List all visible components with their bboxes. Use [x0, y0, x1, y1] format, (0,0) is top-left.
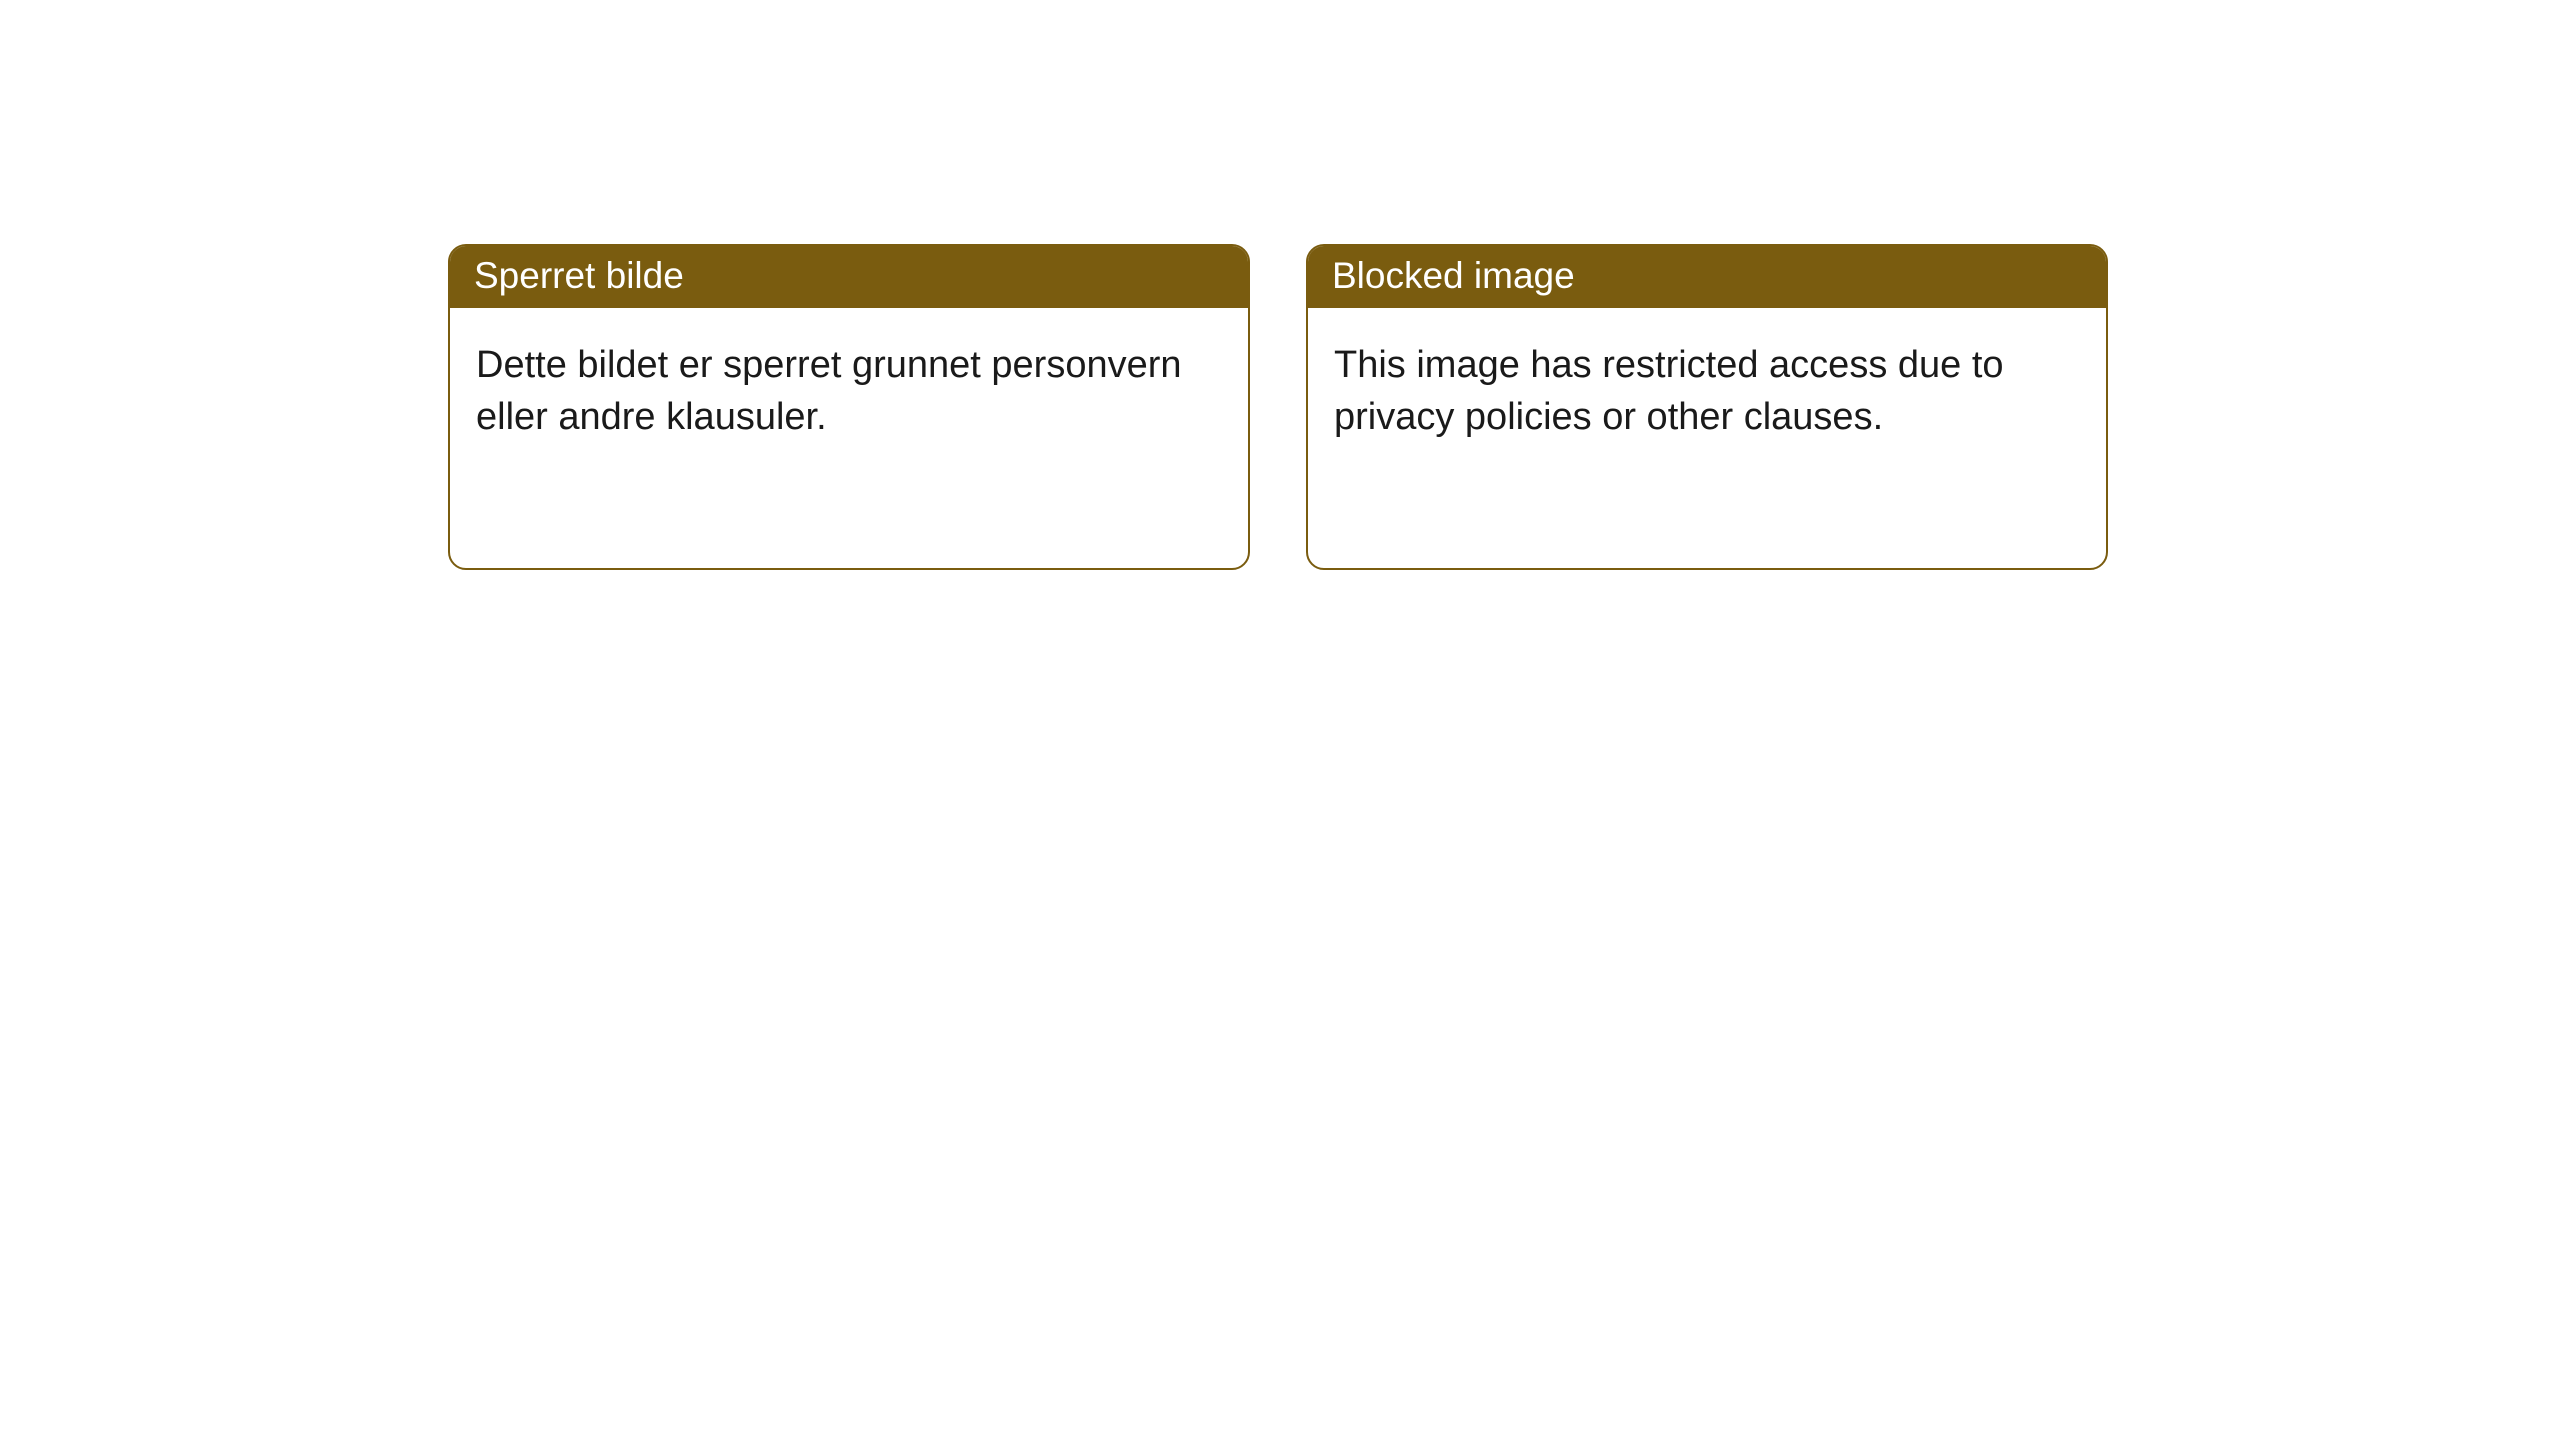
notice-box-english: Blocked image This image has restricted … — [1306, 244, 2108, 570]
notice-body-norwegian: Dette bildet er sperret grunnet personve… — [450, 308, 1248, 568]
notice-box-norwegian: Sperret bilde Dette bildet er sperret gr… — [448, 244, 1250, 570]
notice-body-english: This image has restricted access due to … — [1308, 308, 2106, 568]
notice-title-norwegian: Sperret bilde — [450, 246, 1248, 308]
notice-title-english: Blocked image — [1308, 246, 2106, 308]
notices-container: Sperret bilde Dette bildet er sperret gr… — [0, 0, 2560, 570]
